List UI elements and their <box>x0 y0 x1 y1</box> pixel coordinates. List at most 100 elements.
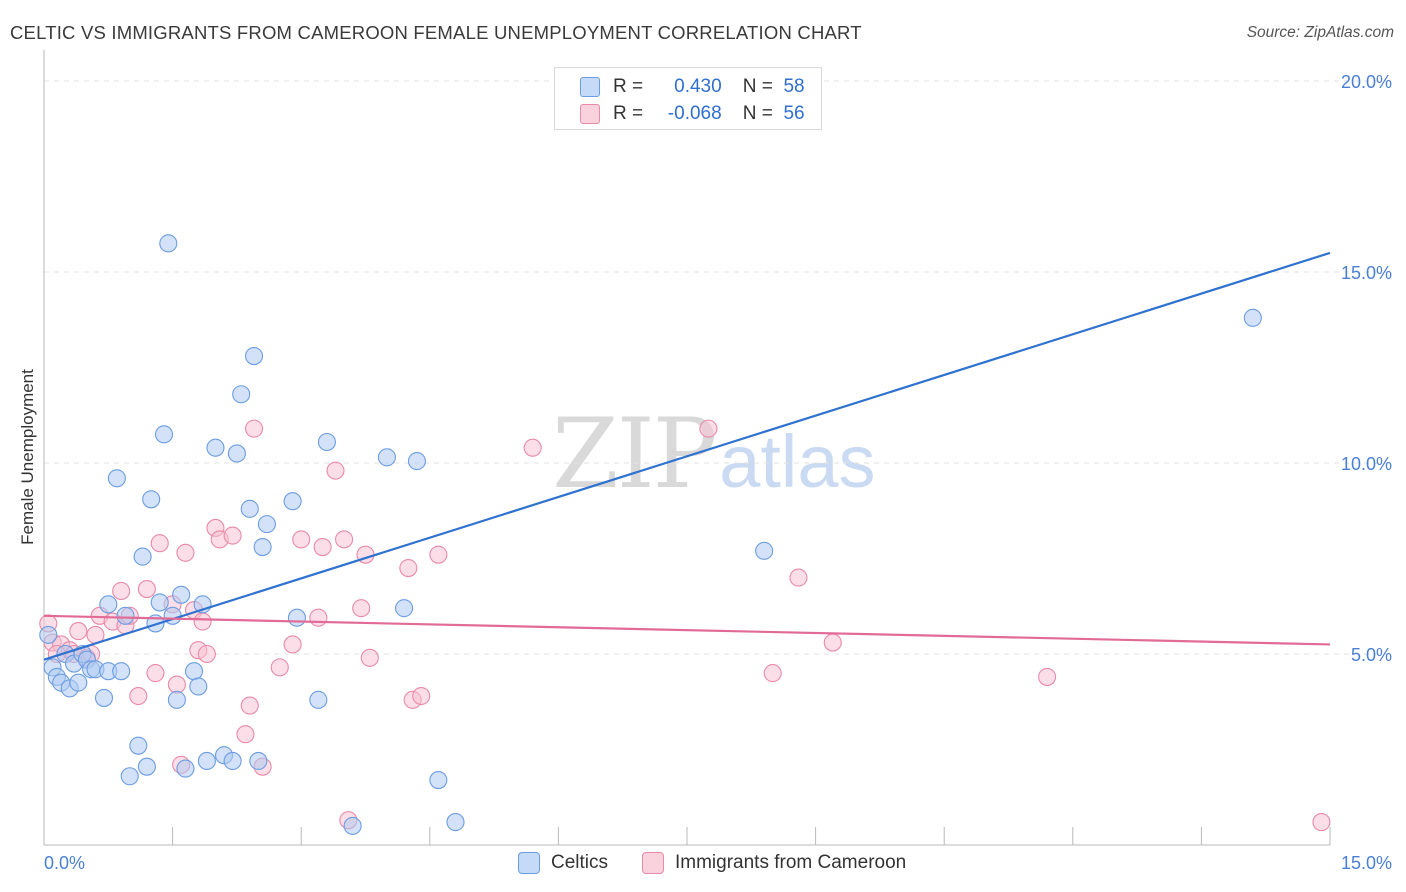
celtics-trendline <box>43 251 1331 661</box>
celtics-point <box>116 606 135 625</box>
celtics-point <box>142 490 161 509</box>
cameroon-point <box>326 461 345 480</box>
cameroon-point <box>283 635 302 654</box>
celtics-point <box>223 751 242 771</box>
cameroon-point <box>429 545 448 564</box>
legend-item-celtics[interactable]: Celtics <box>518 852 608 874</box>
cameroon-point <box>197 644 216 664</box>
n-value: 58 <box>783 76 805 97</box>
cameroon-point <box>360 648 379 667</box>
series-legend: Celtics Immigrants from Cameroon <box>0 852 1406 876</box>
cameroon-point <box>236 725 255 744</box>
legend-row-text: R = 0.430 N = 58 <box>613 76 805 98</box>
celtics-point <box>99 595 118 614</box>
celtics-point <box>232 385 251 404</box>
x-tick-label: 0.0% <box>44 853 85 873</box>
r-value: -0.068 <box>667 103 722 124</box>
celtics-point <box>287 608 306 627</box>
cameroon-point <box>699 419 718 438</box>
celtics-swatch-icon <box>580 77 600 97</box>
celtics-point <box>249 751 268 771</box>
cameroon-point <box>167 675 186 694</box>
y-tick-label: 10.0% <box>1341 454 1392 474</box>
source-label: Source: ZipAtlas.com <box>1246 24 1394 41</box>
cameroon-point <box>146 664 165 683</box>
celtics-point <box>159 234 178 253</box>
celtics-point <box>253 537 272 557</box>
y-tick-label: 20.0% <box>1341 72 1392 92</box>
celtics-point <box>129 736 148 755</box>
cameroon-point <box>399 558 418 578</box>
chart-title: CELTIC VS IMMIGRANTS FROM CAMEROON FEMAL… <box>10 22 862 43</box>
cameroon-point <box>112 581 131 601</box>
cameroon-point <box>1038 667 1057 686</box>
celtics-point <box>407 452 426 471</box>
cameroon-point <box>244 419 264 438</box>
cameroon-point <box>69 622 88 641</box>
celtics-point <box>189 677 208 696</box>
celtics-point <box>240 499 259 518</box>
celtics-point <box>227 444 246 463</box>
cameroon-point <box>412 686 431 706</box>
celtics-point <box>395 599 414 618</box>
cameroon-swatch-icon <box>580 104 600 124</box>
celtics-point <box>283 492 302 511</box>
cameroon-point <box>176 543 195 562</box>
cameroon-point <box>309 608 328 627</box>
cameroon-point <box>223 526 242 545</box>
cameroon-trendline <box>43 614 1331 646</box>
cameroon-point <box>763 664 782 683</box>
n-value: 56 <box>783 103 805 124</box>
celtics-point <box>197 751 216 771</box>
cameroon-point <box>150 534 169 553</box>
cameroon-point <box>335 530 354 549</box>
cameroon-point <box>823 633 842 652</box>
celtics-point <box>172 585 191 604</box>
cameroon-point <box>270 658 289 677</box>
cameroon-point <box>193 612 212 631</box>
celtics-point <box>446 813 465 832</box>
legend-item-cameroon[interactable]: Immigrants from Cameroon <box>642 852 906 874</box>
celtics-point <box>39 625 58 644</box>
celtics-point <box>150 593 169 612</box>
legend-label: Celtics <box>551 852 609 873</box>
y-tick-label: 5.0% <box>1351 645 1392 665</box>
y-tick-label: 15.0% <box>1341 263 1392 283</box>
cameroon-point <box>1312 813 1331 832</box>
cameroon-point <box>129 686 148 706</box>
cameroon-point <box>352 599 371 618</box>
celtics-point <box>133 547 152 566</box>
celtics-point <box>429 771 448 790</box>
cameroon-point <box>523 438 542 457</box>
celtics-point <box>137 757 156 776</box>
celtics-point <box>755 541 774 560</box>
r-label: R = <box>613 103 644 124</box>
legend-label: Immigrants from Cameroon <box>675 852 907 873</box>
celtics-point <box>167 690 186 709</box>
celtics-swatch-icon <box>518 852 540 874</box>
cameroon-point <box>313 537 332 557</box>
celtics-point <box>317 432 336 452</box>
celtics-point <box>244 346 264 366</box>
cameroon-swatch-icon <box>642 852 664 874</box>
celtics-point <box>120 767 139 786</box>
celtics-point <box>309 690 328 709</box>
celtics-point <box>377 448 396 467</box>
celtics-point <box>176 759 195 778</box>
legend-row-text: R = -0.068 N = 56 <box>613 103 805 125</box>
celtics-point <box>206 438 225 457</box>
r-label: R = <box>613 76 644 97</box>
cameroon-point <box>137 580 156 599</box>
celtics-point <box>69 673 88 692</box>
x-tick-label: 15.0% <box>1341 853 1392 873</box>
n-label: N = <box>742 103 773 124</box>
celtics-point <box>184 662 204 681</box>
cameroon-point <box>292 530 311 549</box>
cameroon-point <box>789 568 808 587</box>
celtics-point <box>107 469 126 488</box>
celtics-point <box>1243 308 1262 327</box>
celtics-point <box>154 425 174 444</box>
celtics-point <box>257 515 276 534</box>
celtics-point <box>94 688 114 707</box>
